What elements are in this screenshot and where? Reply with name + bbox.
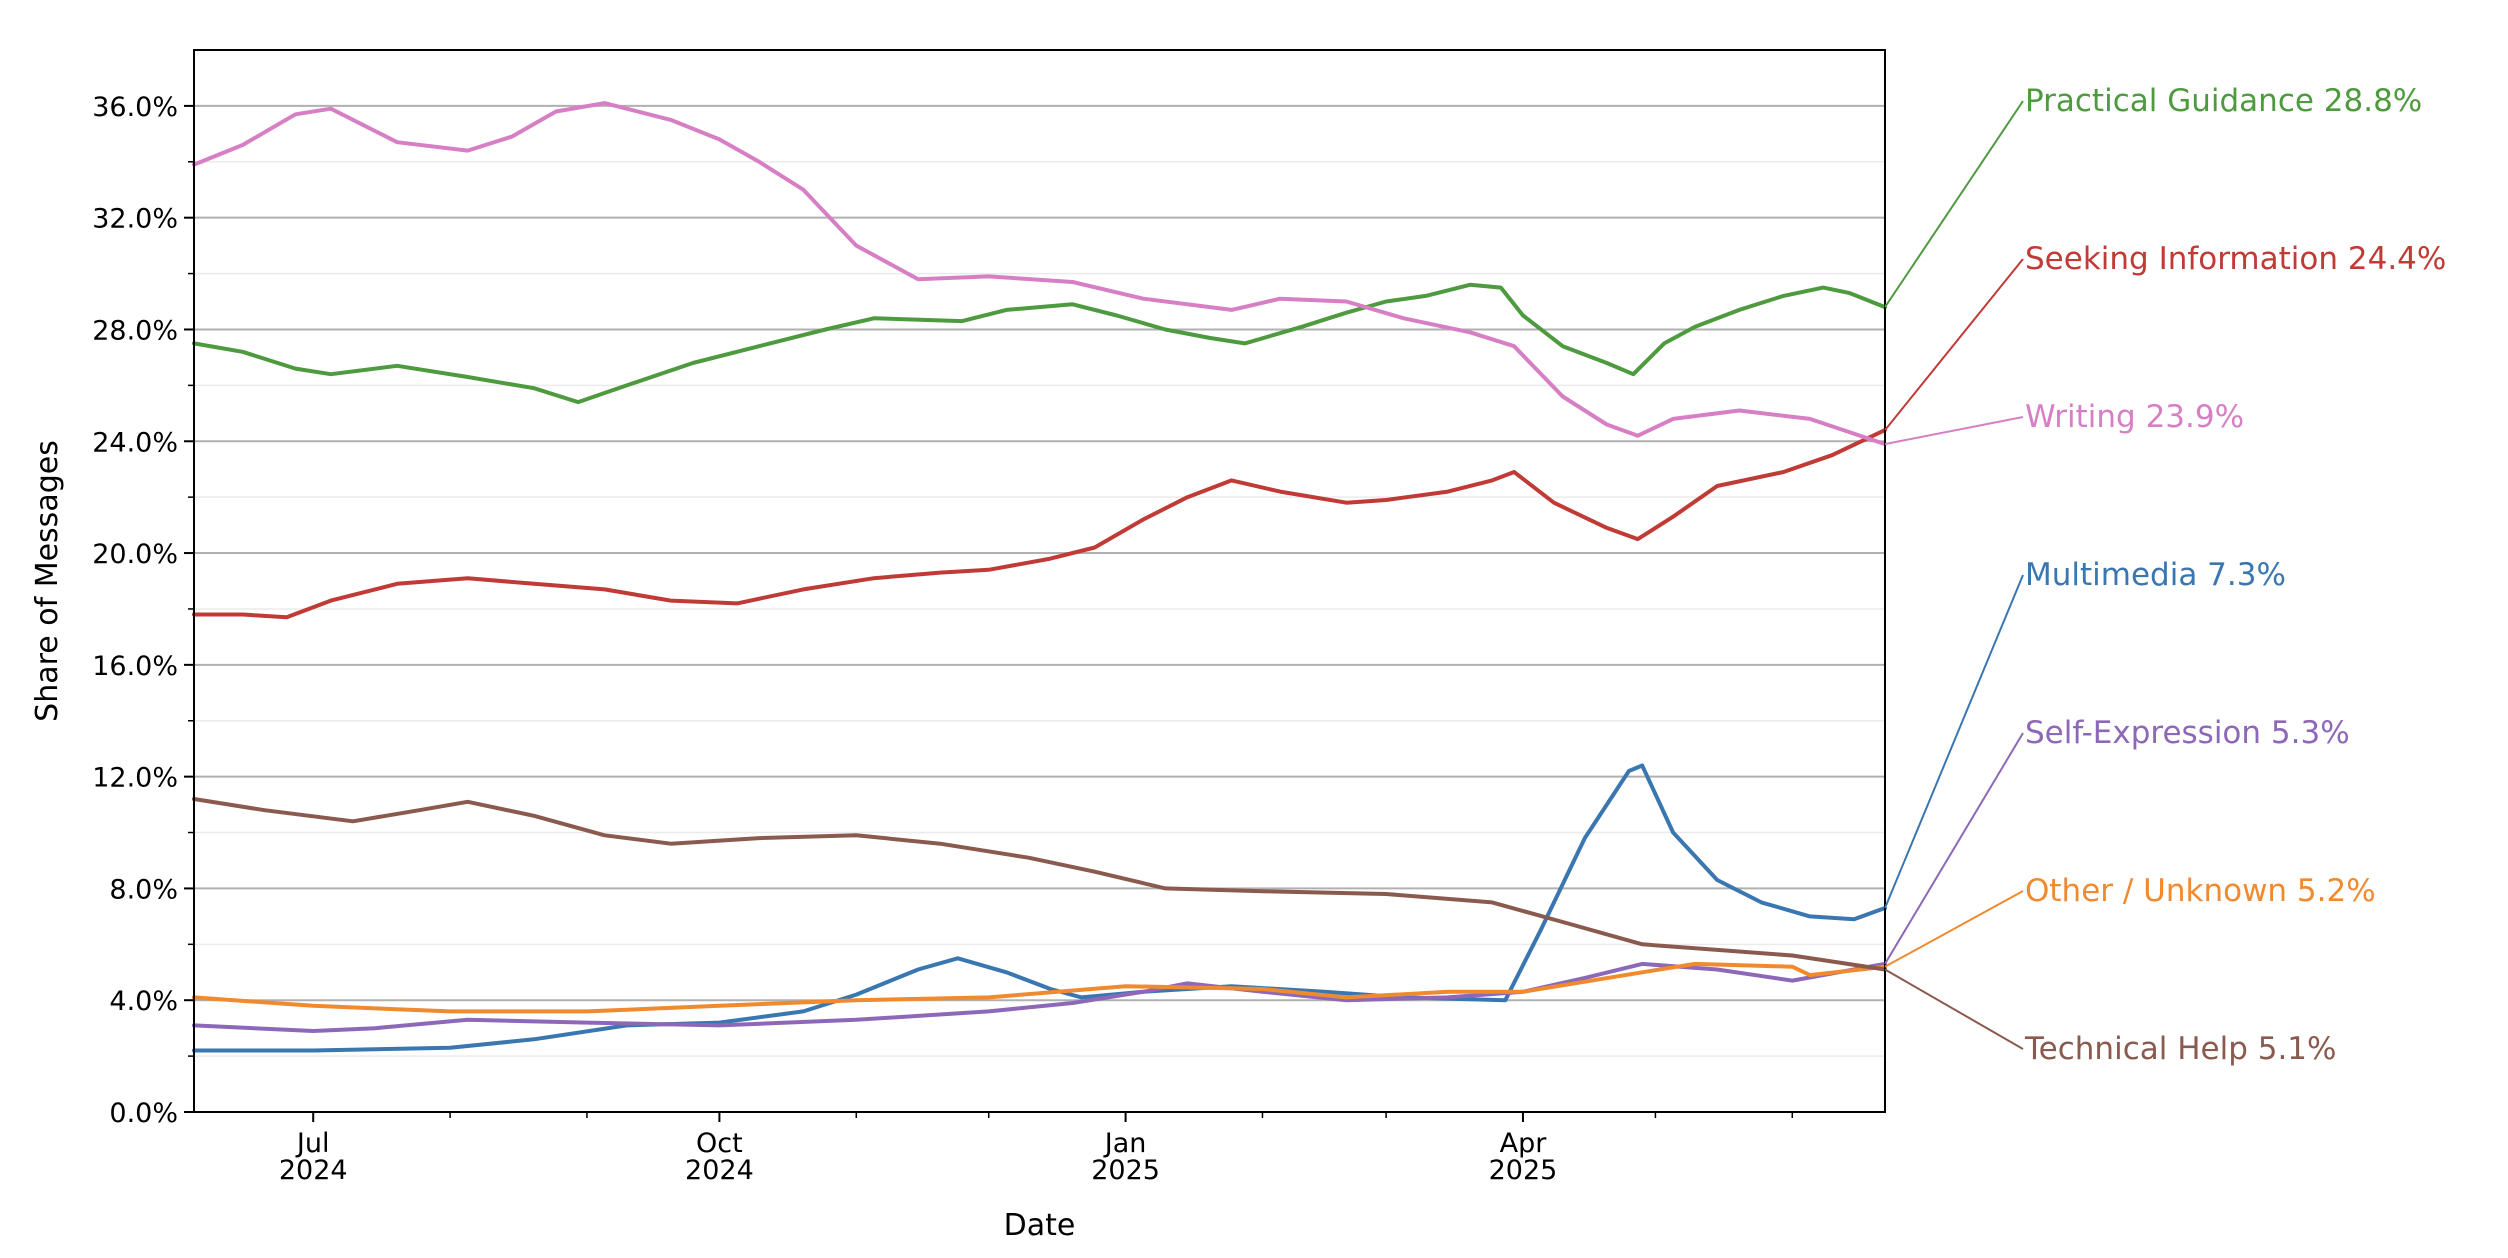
- series-line: [192, 282, 1887, 405]
- y-axis: 0.0% 4.0% 8.0% 12.0% 16.0% 20.0% 24.0% 28.0% 32.…: [92, 92, 194, 1129]
- label-leader-line: [1884, 416, 2024, 446]
- plot-frame: [193, 49, 1886, 1113]
- y-tick-label: 8.0%: [109, 874, 178, 905]
- series-label: Seeking Information 24.4%: [2025, 241, 2446, 277]
- series-label: Multimedia 7.3%: [2025, 557, 2286, 593]
- y-tick-label: 20.0%: [92, 539, 178, 570]
- x-tick-label-year: 2024: [685, 1155, 754, 1186]
- x-tick-label-month: Apr: [1500, 1128, 1548, 1159]
- x-tick-label-year: 2025: [1489, 1155, 1558, 1186]
- y-tick-label: 32.0%: [92, 204, 178, 235]
- x-tick-label-month: Jan: [1103, 1128, 1147, 1159]
- series-line: [192, 797, 1887, 972]
- y-tick-label: 16.0%: [92, 651, 178, 682]
- x-tick-label-year: 2024: [279, 1155, 348, 1186]
- y-axis-title: Share of Messages: [30, 440, 65, 722]
- series-line: [192, 101, 1887, 447]
- series-label: Self-Expression 5.3%: [2025, 715, 2350, 751]
- y-tick-label: 28.0%: [92, 315, 178, 346]
- series-label: Writing 23.9%: [2025, 399, 2244, 435]
- label-leader-line: [1884, 574, 2024, 909]
- label-leader-line: [1884, 890, 2024, 968]
- label-leader-line: [1884, 732, 2024, 965]
- x-axis-title: Date: [1004, 1208, 1076, 1243]
- y-tick-label: 36.0%: [92, 92, 178, 123]
- series-lines: [192, 101, 1887, 1053]
- series-labels: Practical Guidance 28.8% Seeking Informat…: [1884, 83, 2446, 1067]
- series-label: Practical Guidance 28.8%: [2025, 83, 2422, 119]
- x-tick-label-month: Oct: [696, 1128, 743, 1159]
- label-leader-line: [1884, 258, 2024, 431]
- series-line: [192, 428, 1887, 620]
- y-tick-label: 4.0%: [109, 986, 178, 1017]
- series-label: Technical Help 5.1%: [2024, 1031, 2336, 1067]
- x-tick-label-year: 2025: [1091, 1155, 1160, 1186]
- label-leader-line: [1884, 100, 2024, 308]
- series-line: [192, 961, 1887, 1014]
- y-tick-label: 24.0%: [92, 427, 178, 458]
- x-tick-label-month: Jul: [295, 1128, 330, 1159]
- y-tick-label: 0.0%: [109, 1098, 178, 1129]
- gridlines: [194, 104, 1885, 1113]
- y-tick-label: 12.0%: [92, 763, 178, 794]
- label-leader-line: [1884, 968, 2024, 1050]
- series-label: Other / Unknown 5.2%: [2025, 873, 2376, 909]
